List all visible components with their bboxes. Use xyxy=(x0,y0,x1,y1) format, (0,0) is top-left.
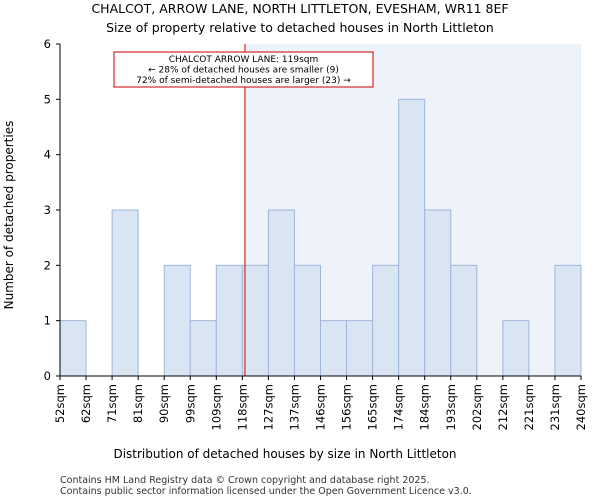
y-tick-label: 6 xyxy=(44,37,51,51)
bar-165sqm xyxy=(372,264,400,377)
x-tick-label: 184sqm xyxy=(418,384,432,430)
footer-line-2: Contains public sector information licen… xyxy=(60,486,472,497)
annotation-line-3: 72% of semi-detached houses are larger (… xyxy=(136,76,351,86)
x-tick-label: 156sqm xyxy=(340,384,354,430)
y-tick-label: 3 xyxy=(44,203,51,217)
y-tick-label: 0 xyxy=(44,369,51,383)
bar-231sqm xyxy=(554,264,582,377)
x-tick-label: 99sqm xyxy=(183,384,197,423)
bar-118sqm xyxy=(241,264,269,377)
bar-146sqm xyxy=(320,320,348,377)
annotation-line-2: ← 28% of detached houses are smaller (9) xyxy=(148,66,339,76)
x-tick-label: 118sqm xyxy=(235,384,249,430)
bar-90sqm xyxy=(163,264,191,377)
y-axis-label: Number of detached properties xyxy=(2,121,16,310)
bars-group xyxy=(59,98,582,377)
bar-193sqm xyxy=(450,264,478,377)
bar-109sqm xyxy=(215,264,243,377)
x-tick-label: 221sqm xyxy=(522,384,536,430)
bar-184sqm xyxy=(424,209,452,377)
x-tick-label: 81sqm xyxy=(131,384,145,423)
x-tick-label: 165sqm xyxy=(366,384,380,430)
y-ticks: 0 1 2 3 4 5 6 xyxy=(44,37,60,383)
y-tick-label: 4 xyxy=(44,148,51,162)
x-tick-label: 146sqm xyxy=(314,384,328,430)
bar-99sqm xyxy=(189,320,217,377)
x-tick-label: 202sqm xyxy=(470,384,484,430)
y-tick-label: 5 xyxy=(44,92,51,106)
annotation-line-1: CHALCOT ARROW LANE: 119sqm xyxy=(169,55,319,65)
annotation-box: CHALCOT ARROW LANE: 119sqm ← 28% of deta… xyxy=(113,51,374,88)
x-tick-label: 212sqm xyxy=(496,384,510,430)
x-tick-label: 137sqm xyxy=(287,384,301,430)
bar-52sqm xyxy=(59,320,87,377)
x-tick-label: 90sqm xyxy=(157,384,171,423)
bar-137sqm xyxy=(293,264,322,377)
x-tick-label: 109sqm xyxy=(209,384,223,430)
bar-71sqm xyxy=(111,209,139,377)
bar-127sqm xyxy=(267,209,295,377)
bar-174sqm xyxy=(398,98,426,377)
x-ticks: 52sqm 62sqm 71sqm 81sqm 90sqm 99sqm 109sqm 118s… xyxy=(53,376,588,430)
x-tick-label: 240sqm xyxy=(574,384,588,430)
x-tick-label: 62sqm xyxy=(79,384,93,423)
x-tick-label: 174sqm xyxy=(392,384,406,430)
y-tick-label: 1 xyxy=(44,314,51,328)
x-tick-label: 127sqm xyxy=(261,384,275,430)
y-tick-label: 2 xyxy=(44,258,51,272)
footer-line-1: Contains HM Land Registry data © Crown c… xyxy=(60,475,430,486)
x-tick-label: 231sqm xyxy=(548,384,562,430)
annotation-border xyxy=(113,51,374,88)
x-axis-label: Distribution of detached houses by size … xyxy=(113,447,456,461)
chart-title: CHALCOT, ARROW LANE, NORTH LITTLETON, EV… xyxy=(91,1,508,16)
x-tick-label: 52sqm xyxy=(53,384,67,423)
bar-212sqm xyxy=(502,320,530,377)
x-tick-label: 193sqm xyxy=(444,384,458,430)
bar-156sqm xyxy=(346,320,374,377)
x-tick-label: 71sqm xyxy=(105,384,119,423)
chart-subtitle: Size of property relative to detached ho… xyxy=(106,20,494,35)
